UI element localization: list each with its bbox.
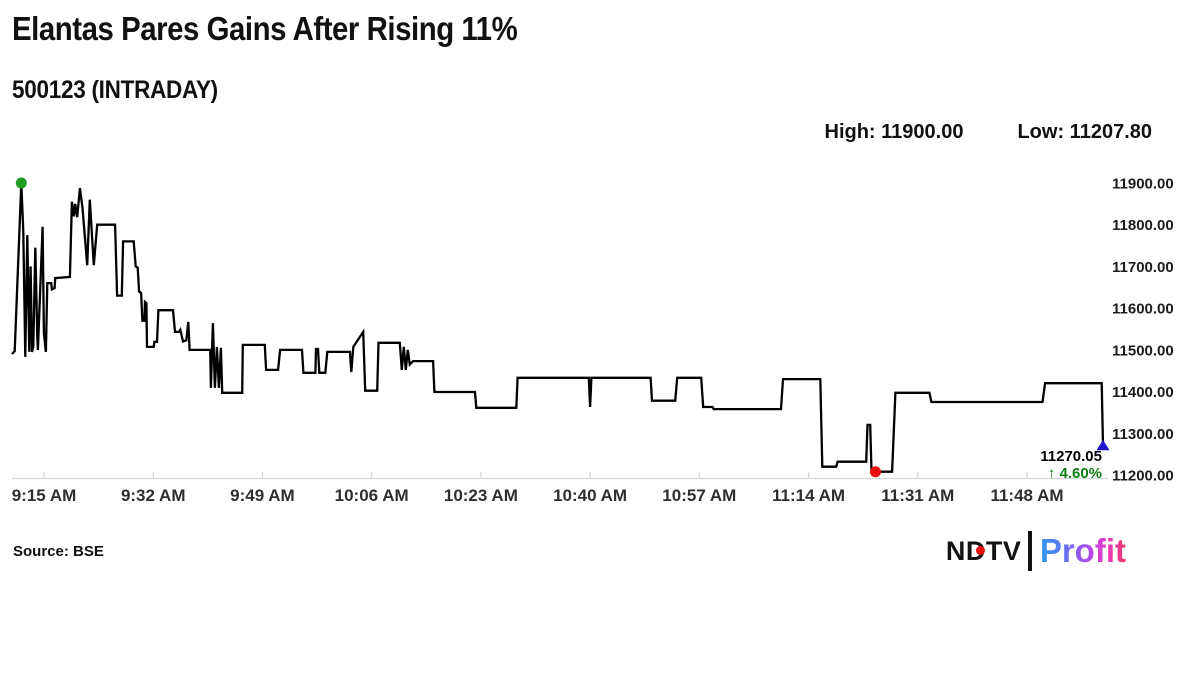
low-marker: [869, 466, 881, 478]
chart-subtitle: 500123 (INTRADAY): [12, 76, 218, 104]
x-tick-label: 10:06 AM: [335, 486, 409, 505]
change-percent-annotation: ↑ 4.60%: [1047, 465, 1102, 482]
x-tick-label: 11:48 AM: [990, 486, 1063, 505]
last-price-marker: [1096, 439, 1110, 451]
y-tick-label: 11800.00: [1112, 217, 1174, 234]
price-line: [11, 182, 1105, 473]
ndtv-wordmark: NDTV: [946, 529, 1022, 573]
low-value: Low: 11207.80: [1017, 121, 1152, 143]
x-tick-label: 9:15 AM: [12, 486, 77, 505]
open-high-marker: [15, 177, 27, 189]
x-tick-label: 10:57 AM: [662, 486, 736, 505]
y-tick-label: 11400.00: [1112, 384, 1174, 401]
high-low-row: High: 11900.00 Low: 11207.80: [825, 121, 1153, 144]
x-tick-label: 10:23 AM: [444, 486, 518, 505]
last-price-annotation: 11270.05: [1040, 448, 1102, 465]
intraday-line-chart: 9:15 AM 9:32 AM 9:49 AM 10:06 AM 10:23 AM 10:…: [11, 176, 1174, 505]
x-tick-label: 9:49 AM: [230, 486, 295, 505]
profit-wordmark: Profit: [1039, 532, 1126, 569]
ndtv-profit-logo: NDTV Profit: [946, 529, 1126, 573]
y-tick-label: 11600.00: [1112, 301, 1174, 318]
x-tick-label: 11:14 AM: [772, 486, 845, 505]
x-tick-label: 11:31 AM: [881, 486, 954, 505]
y-tick-label: 11900.00: [1112, 176, 1174, 193]
x-tick-label: 10:40 AM: [553, 486, 627, 505]
source-label: Source: BSE: [13, 543, 104, 560]
y-tick-label: 11200.00: [1112, 468, 1174, 485]
y-tick-label: 11300.00: [1112, 426, 1174, 443]
logo-separator: [1028, 531, 1032, 571]
page-title: Elantas Pares Gains After Rising 11%: [12, 10, 518, 47]
y-tick-label: 11500.00: [1112, 342, 1174, 359]
y-tick-label: 11700.00: [1112, 259, 1174, 276]
high-value: High: 11900.00: [824, 121, 964, 143]
ndtv-red-dot-icon: [975, 546, 985, 555]
x-tick-label: 9:32 AM: [121, 486, 186, 505]
